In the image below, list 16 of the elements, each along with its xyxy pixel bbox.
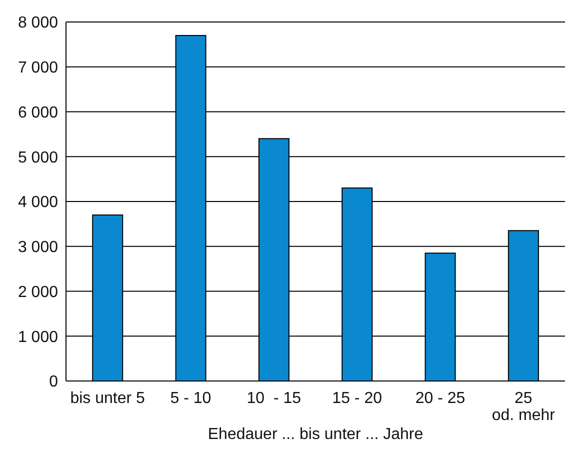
y-tick-label: 0 [49, 374, 58, 391]
x-tick-label: 25 od. mehr [492, 390, 556, 424]
y-tick-label: 7 000 [18, 60, 58, 77]
y-tick-label: 3 000 [18, 239, 58, 256]
y-tick-label: 8 000 [18, 14, 58, 32]
y-tick-label: 1 000 [18, 328, 58, 346]
x-tick-label: bis unter 5 [70, 390, 146, 407]
y-tick-label: 6 000 [18, 104, 58, 122]
y-tick-label: 5 000 [18, 149, 58, 166]
y-tick-label: 4 000 [18, 194, 58, 212]
x-tick-label: 5 - 10 [170, 390, 212, 407]
x-tick-label: 15 - 20 [332, 390, 382, 407]
x-tick-label: 20 - 25 [415, 390, 466, 407]
y-tick-label: 2 000 [18, 284, 58, 301]
x-axis-title: Ehedauer ... bis unter ... Jahre [208, 426, 424, 443]
x-tick-label: 10 - 15 [246, 390, 302, 407]
